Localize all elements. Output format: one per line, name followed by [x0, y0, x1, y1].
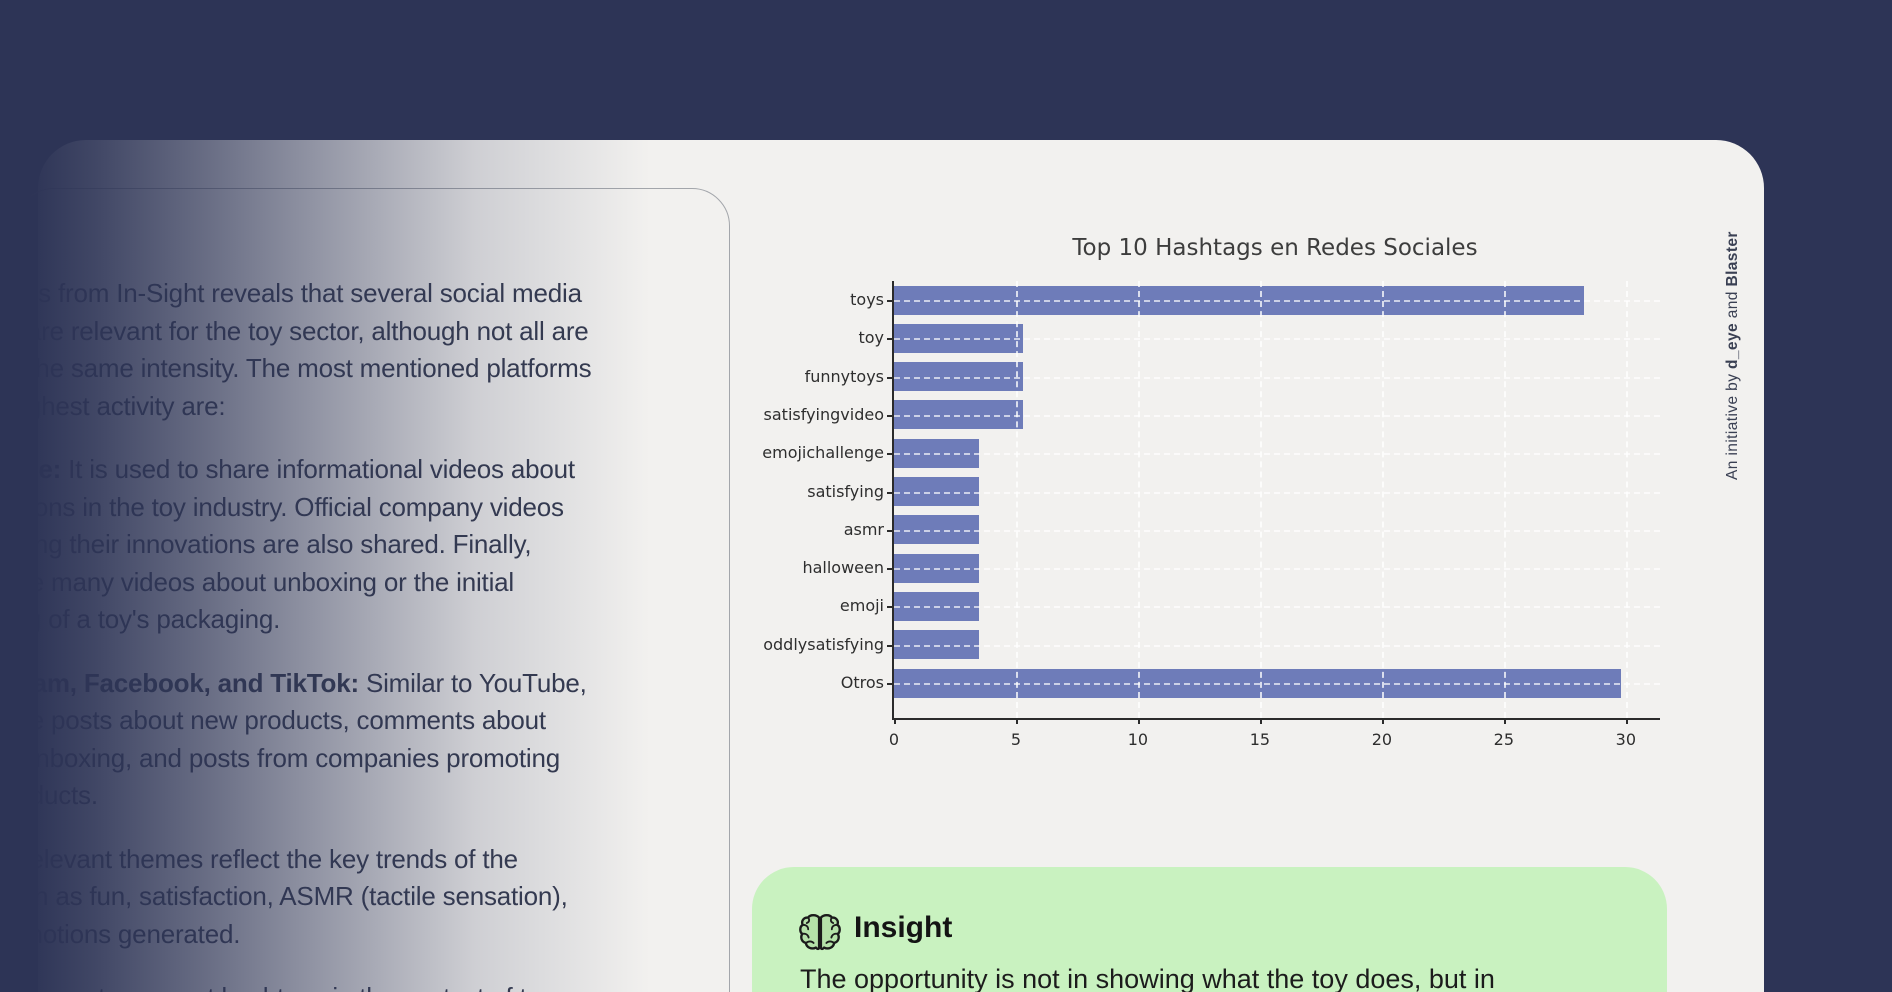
content-card: ysis from In-Sight reveals that several …	[7, 140, 1764, 992]
text-line: are many videos about unboxing or the in…	[7, 566, 514, 597]
x-tick	[1137, 718, 1140, 724]
text-line: gram, Facebook, and TikTok: Similar to Y…	[7, 667, 587, 698]
x-tick	[1015, 718, 1018, 724]
h-gridline	[894, 300, 1660, 302]
text-line: the most recurrent hashtags in the conte…	[7, 979, 591, 992]
category-label-satisfying: satisfying	[807, 481, 884, 501]
h-gridline	[894, 644, 1660, 647]
h-gridline	[894, 414, 1660, 417]
insight-title: Insight	[854, 911, 953, 944]
category-label-Otros: Otros	[840, 673, 884, 692]
x-tick	[1625, 718, 1628, 724]
brain-icon	[799, 913, 841, 951]
y-tick	[887, 414, 893, 417]
v-gridline	[1015, 281, 1018, 718]
v-gridline	[1625, 281, 1628, 718]
x-tick-label: 10	[1127, 730, 1149, 749]
text-line: highest activity are:	[7, 390, 226, 421]
chart-title: Top 10 Hashtags en Redes Sociales	[1072, 235, 1478, 261]
credit-vertical-text: An initiative by d_eye and Blaster	[1724, 190, 1748, 480]
x-tick-label: 20	[1371, 730, 1393, 749]
y-tick	[887, 338, 893, 341]
h-gridline	[894, 568, 1660, 571]
h-gridline	[894, 529, 1660, 532]
x-tick-label: 5	[1010, 730, 1022, 749]
y-tick	[887, 644, 893, 647]
text-line: ing of a toy's packaging.	[7, 604, 281, 634]
category-label-asmr: asmr	[843, 519, 884, 539]
paragraph: ysis from In-Sight reveals that several …	[7, 275, 592, 425]
y-tick	[887, 606, 893, 609]
credit-middle: and	[1724, 286, 1741, 323]
category-label-toy: toy	[858, 328, 884, 348]
h-gridline	[894, 491, 1660, 494]
text-line: emotions generated.	[7, 918, 241, 949]
h-gridline	[894, 338, 1660, 341]
text-line: roducts.	[7, 780, 98, 810]
y-tick	[887, 376, 893, 379]
category-label-emoji: emoji	[839, 596, 884, 616]
v-gridline	[1259, 281, 1262, 718]
v-gridline	[1381, 281, 1384, 718]
panel-text: ysis from In-Sight reveals that several …	[7, 275, 592, 992]
y-tick	[887, 453, 893, 456]
credit-brand-blaster: Blaster	[1724, 231, 1741, 287]
x-tick-label: 30	[1615, 730, 1637, 749]
category-label-emojichallenge: emojichallenge	[762, 443, 884, 463]
text-line: t relevant themes reflect the key trends…	[7, 843, 518, 874]
category-label-oddlysatisfying: oddlysatisfying	[763, 634, 884, 654]
chart-plot: toys toy funnytoys satisfyingvideo emojichal…	[762, 281, 1660, 749]
text-line: uch as fun, satisfaction, ASMR (tactile …	[7, 881, 568, 911]
text-line: ube: It is used to share informational v…	[7, 454, 575, 484]
y-tick	[887, 683, 893, 685]
x-tick-label: 15	[1249, 730, 1271, 749]
paragraph: gram, Facebook, and TikTok: Similar to Y…	[7, 665, 591, 815]
text-line: h the same intensity. The most mentioned…	[7, 353, 592, 383]
text-line: , unboxing, and posts from companies pro…	[7, 742, 560, 773]
text-line: s are relevant for the toy sector, altho…	[7, 315, 589, 346]
y-tick	[887, 529, 893, 532]
category-label-halloween: halloween	[802, 558, 884, 578]
v-gridline	[1503, 281, 1506, 718]
v-gridline	[1137, 281, 1140, 718]
x-tick-label: 25	[1493, 730, 1515, 749]
category-label-funnytoys: funnytoys	[804, 366, 884, 386]
y-tick	[887, 491, 893, 494]
credit-prefix: An initiative by	[1724, 368, 1741, 480]
credit-brand-deye: d_eye	[1724, 323, 1741, 369]
insight-body: The opportunity is not in showing what t…	[800, 964, 1495, 992]
paragraph: t relevant themes reflect the key trends…	[7, 841, 591, 954]
text-line: ations in the toy industry. Official com…	[7, 491, 564, 522]
insight-box: Insight The opportunity is not in showin…	[752, 867, 1667, 992]
text-line: ysis from In-Sight reveals that several …	[7, 278, 582, 308]
h-gridline	[894, 606, 1660, 609]
text-line: are posts about new products, comments a…	[7, 705, 546, 735]
h-gridline	[894, 683, 1660, 685]
x-tick-label: 0	[888, 730, 900, 749]
x-tick	[1259, 718, 1262, 724]
y-tick	[887, 568, 893, 571]
x-tick	[1381, 718, 1384, 724]
paragraph: the most recurrent hashtags in the conte…	[7, 979, 591, 992]
h-gridline	[894, 376, 1660, 379]
left-text-panel: ysis from In-Sight reveals that several …	[7, 188, 730, 992]
text-line: nting their innovations are also shared.…	[7, 529, 532, 559]
category-label-toys: toys	[850, 290, 884, 309]
h-gridline	[894, 453, 1660, 456]
x-tick	[894, 718, 896, 724]
paragraph: ube: It is used to share informational v…	[7, 451, 591, 639]
y-tick	[887, 300, 893, 302]
x-tick	[1503, 718, 1506, 724]
category-label-satisfyingvideo: satisfyingvideo	[763, 404, 884, 424]
